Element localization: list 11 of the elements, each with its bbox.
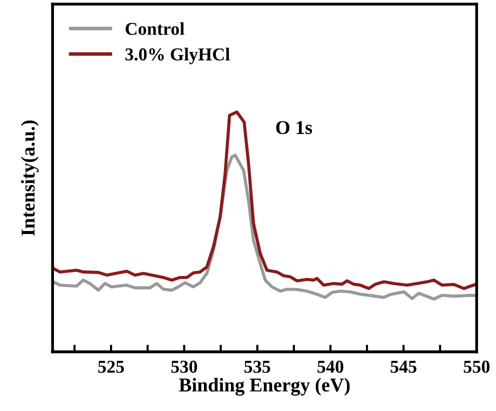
x-tick-label: 545: [390, 360, 416, 373]
x-tick-label: 530: [171, 360, 198, 373]
x-tick-label: 525: [98, 360, 124, 373]
x-tick-label: 535: [244, 360, 270, 373]
x-axis-title: Binding Energy (eV): [179, 378, 350, 396]
legend-label: Control: [126, 22, 184, 35]
legend-label: 3.0% GlyHCl: [125, 48, 230, 64]
x-tick-label: 540: [318, 360, 344, 373]
annotation: O 1s: [276, 121, 312, 134]
y-axis-title: Intensity(a.u.): [21, 120, 39, 236]
x-tick-label: 550: [464, 360, 490, 373]
